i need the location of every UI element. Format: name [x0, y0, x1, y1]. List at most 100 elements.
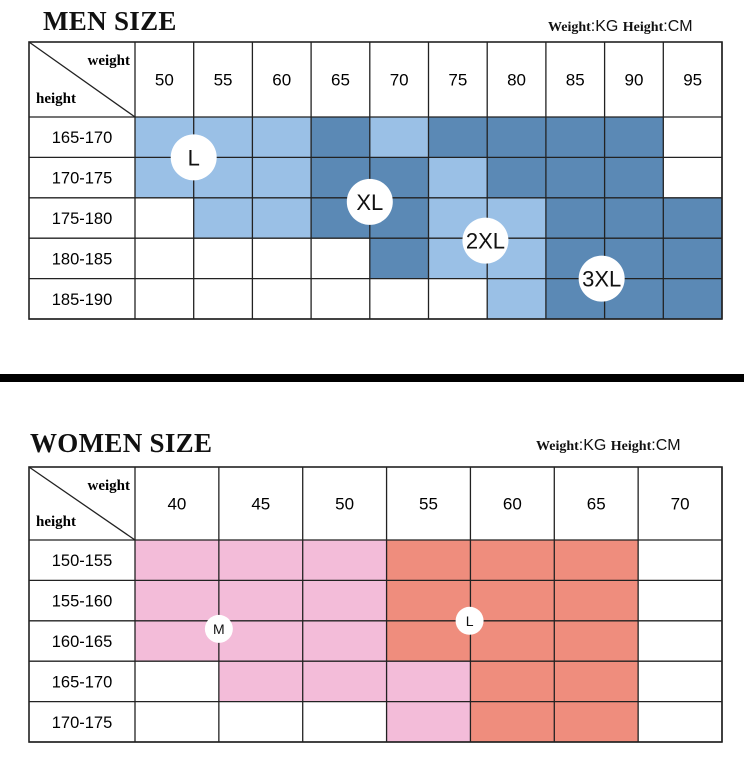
women-cell-0-0 — [135, 540, 219, 581]
men-height-label-175-180: 175-180 — [52, 210, 113, 228]
men-cell-2-9 — [663, 197, 722, 239]
women-cell-1-2 — [302, 580, 387, 621]
women-weight-header-65: 65 — [587, 495, 606, 514]
women-cell-3-2 — [302, 661, 387, 702]
men-cell-4-0 — [135, 278, 194, 319]
women-cell-3-3 — [386, 661, 471, 702]
women-cell-1-0 — [135, 580, 219, 621]
men-cell-1-6 — [487, 157, 546, 198]
men-height-label-180-185: 180-185 — [52, 250, 113, 268]
men-weight-header-85: 85 — [566, 71, 585, 90]
men-corner-weight-label: weight — [88, 53, 131, 69]
men-cell-0-9 — [663, 117, 722, 158]
women-weight-header-50: 50 — [335, 495, 354, 514]
women-cell-0-1 — [218, 540, 303, 581]
women-weight-unit-label: Weight — [536, 439, 579, 454]
men-marker-2XL: 2XL — [466, 229, 505, 254]
women-height-unit-label: Height — [610, 439, 652, 454]
men-cell-4-5 — [428, 278, 488, 319]
women-cell-2-6 — [638, 620, 722, 662]
men-weight-header-55: 55 — [214, 71, 233, 90]
men-marker-XL-circle — [346, 178, 393, 225]
women-cell-1-5 — [554, 580, 639, 621]
men-weight-unit-label: Weight — [548, 20, 591, 35]
women-units-note: Weight:KG Height:CM — [536, 437, 681, 455]
men-weight-unit-value: :KG — [590, 18, 619, 35]
women-cell-4-2 — [302, 701, 387, 742]
men-cell-4-1 — [193, 278, 253, 319]
men-cell-1-8 — [604, 157, 664, 198]
men-cell-4-3 — [311, 278, 370, 319]
women-cell-3-1 — [218, 661, 303, 702]
women-cell-3-5 — [554, 661, 639, 702]
women-corner-height-label: height — [36, 514, 76, 530]
women-cell-3-0 — [135, 661, 219, 702]
women-cell-1-4 — [470, 580, 555, 621]
men-cell-1-9 — [663, 157, 722, 198]
men-height-label-185-190: 185-190 — [52, 291, 113, 309]
men-cell-2-1 — [193, 197, 253, 239]
women-marker-L-circle — [455, 606, 484, 635]
women-cell-4-4 — [470, 701, 555, 742]
men-cell-2-8 — [604, 197, 664, 239]
women-cell-4-0 — [135, 701, 219, 742]
men-marker-L: L — [188, 145, 200, 170]
men-cell-3-0 — [135, 238, 194, 279]
men-cell-0-6 — [487, 117, 546, 158]
women-cell-0-5 — [554, 540, 639, 581]
men-cell-3-2 — [252, 238, 312, 279]
women-cell-4-6 — [638, 701, 722, 742]
women-size-title: WOMEN SIZE — [30, 428, 213, 458]
women-marker-M-circle — [204, 614, 233, 643]
men-weight-header-80: 80 — [507, 71, 526, 90]
men-cell-0-8 — [604, 117, 664, 158]
women-cell-3-4 — [470, 661, 555, 702]
women-corner-weight-label: weight — [88, 478, 131, 494]
women-cell-1-3 — [386, 580, 471, 621]
men-cell-2-2 — [252, 197, 312, 239]
men-cell-2-0 — [135, 197, 194, 239]
women-weight-header-70: 70 — [671, 495, 690, 514]
men-cell-3-3 — [311, 238, 370, 279]
women-cell-1-6 — [638, 580, 722, 621]
men-marker-XL: XL — [356, 190, 383, 215]
men-cell-0-4 — [369, 117, 429, 158]
women-cell-4-5 — [554, 701, 639, 742]
women-cell-0-2 — [302, 540, 387, 581]
women-cell-2-4 — [470, 620, 555, 662]
men-cell-0-7 — [545, 117, 605, 158]
women-height-label-170-175: 170-175 — [52, 714, 113, 732]
women-cell-2-1 — [218, 620, 303, 662]
women-weight-header-55: 55 — [419, 495, 438, 514]
men-weight-header-90: 90 — [624, 71, 643, 90]
women-cell-2-3 — [386, 620, 471, 662]
men-size-title: MEN SIZE — [43, 6, 177, 36]
men-cell-1-5 — [428, 157, 488, 198]
women-cell-4-3 — [386, 701, 471, 742]
men-weight-header-60: 60 — [272, 71, 291, 90]
women-cell-4-1 — [218, 701, 303, 742]
men-cell-4-2 — [252, 278, 312, 319]
women-cell-2-0 — [135, 620, 219, 662]
women-cell-3-6 — [638, 661, 722, 702]
men-cell-4-6 — [487, 278, 546, 319]
women-weight-header-45: 45 — [251, 495, 270, 514]
men-cell-0-3 — [311, 117, 370, 158]
men-weight-header-70: 70 — [390, 71, 409, 90]
women-height-label-160-165: 160-165 — [52, 633, 113, 651]
men-marker-3XL-circle — [578, 255, 625, 302]
men-marker-L-circle — [170, 134, 217, 181]
men-cell-4-4 — [369, 278, 429, 319]
men-weight-header-50: 50 — [155, 71, 174, 90]
women-marker-L: L — [466, 613, 474, 629]
men-height-unit-label: Height — [622, 20, 664, 35]
women-cell-0-4 — [470, 540, 555, 581]
men-height-label-170-175: 170-175 — [52, 170, 113, 188]
men-cell-2-7 — [545, 197, 605, 239]
women-height-label-150-155: 150-155 — [52, 552, 113, 570]
women-weight-header-40: 40 — [167, 495, 186, 514]
men-cell-1-2 — [252, 157, 312, 198]
women-cell-1-1 — [218, 580, 303, 621]
women-height-label-165-170: 165-170 — [52, 673, 113, 691]
men-height-unit-value: :CM — [663, 18, 693, 35]
